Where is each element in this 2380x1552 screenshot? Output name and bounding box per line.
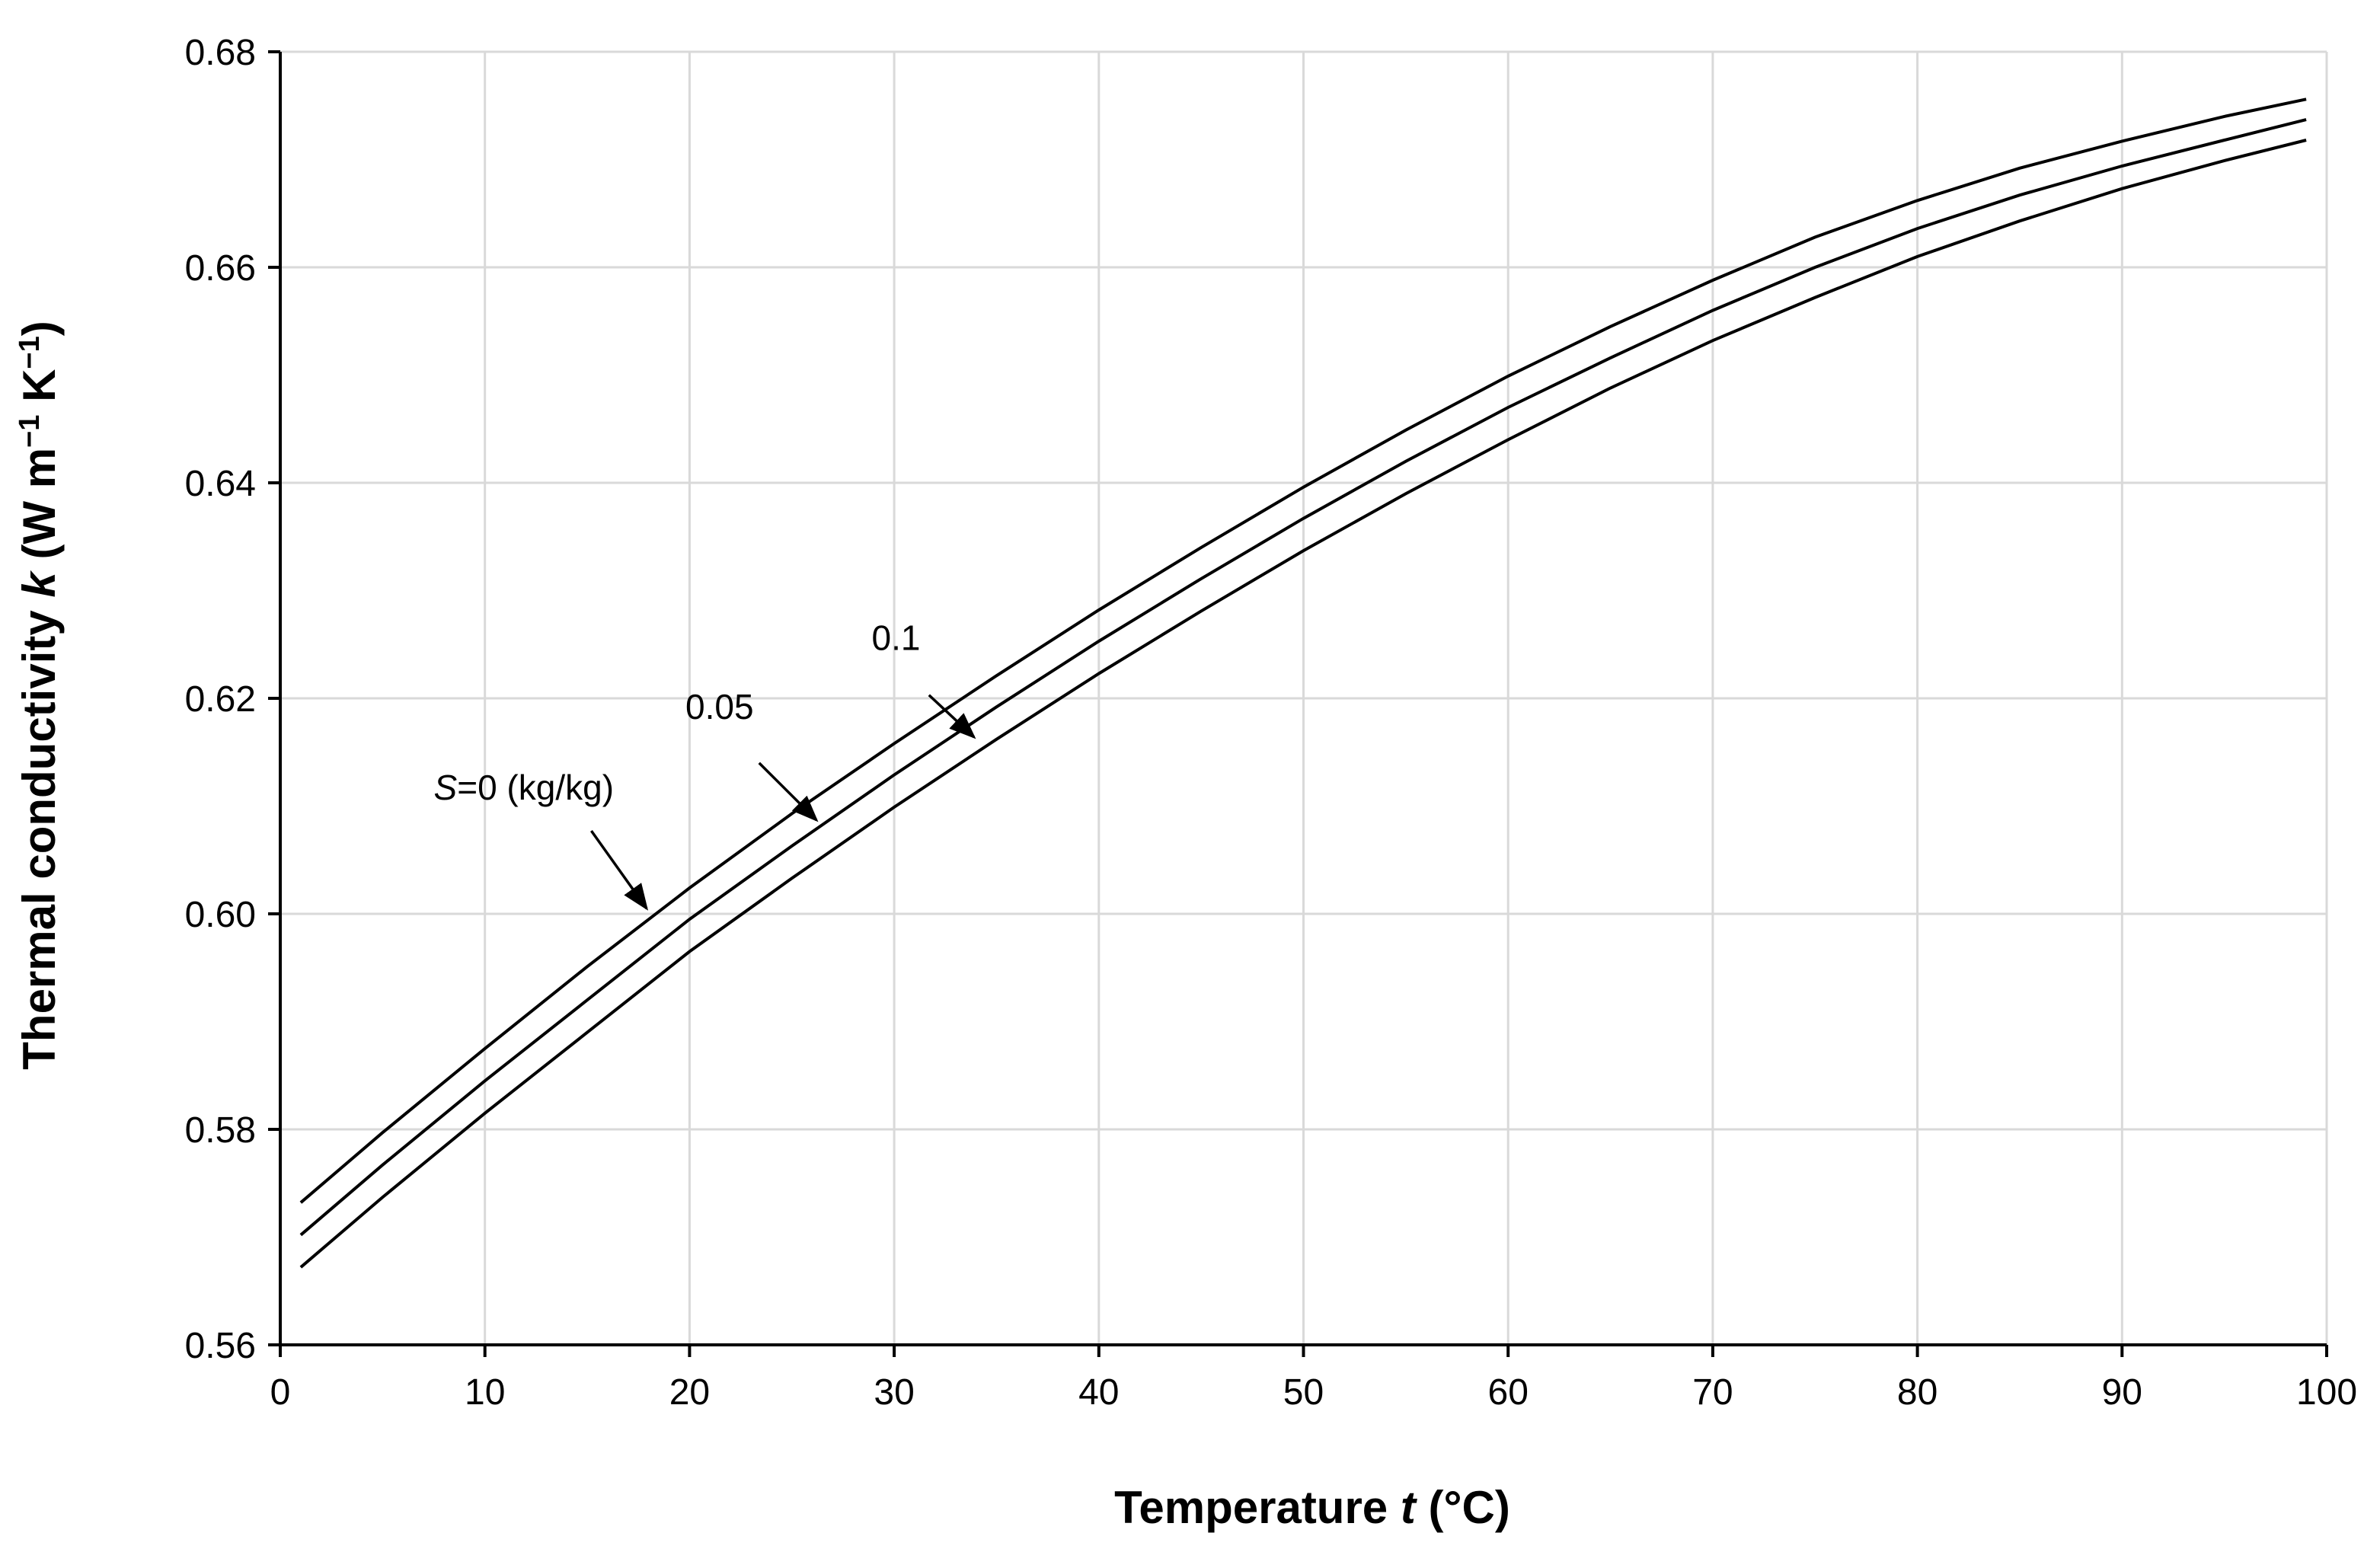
x-tick-label-70: 70 [1692,1372,1733,1413]
y-tick-label-4: 0.64 [185,464,256,504]
x-tick-label-10: 10 [465,1372,505,1413]
x-tick-label-90: 90 [2102,1372,2142,1413]
tick-labels: 0 10 20 30 40 50 60 70 80 90 100 0.56 0.58 0.60 0.62 0.… [185,33,2357,1413]
annotation-arrow-s0 [589,830,649,911]
x-tick-label-20: 20 [669,1372,710,1413]
x-tick-label-80: 80 [1897,1372,1938,1413]
x-tick-label-50: 50 [1283,1372,1324,1413]
y-tick-label-1: 0.58 [185,1110,256,1151]
grid-lines [280,50,2328,1345]
y-tick-label-0: 0.56 [185,1326,256,1366]
x-tick-label-0: 0 [270,1372,291,1413]
y-tick-label-6: 0.68 [185,33,256,73]
annotations: S=0 (kg/kg) 0.05 0.1 [434,618,976,911]
annotation-label-s01: 0.1 [872,618,921,657]
series-line-1 [299,118,2307,1237]
series-line-0 [299,97,2307,1204]
x-tick-label-40: 40 [1078,1372,1119,1413]
annotation-arrow-s005 [758,762,819,822]
y-tick-label-5: 0.66 [185,248,256,289]
x-tick-label-100: 100 [2296,1372,2357,1413]
annotation-label-s0: S=0 (kg/kg) [434,768,615,807]
y-axis-title: Thermal conductivity k (W m−1 K−1) [14,321,65,1069]
series-line-2 [299,139,2307,1269]
y-tick-label-3: 0.62 [185,679,256,720]
y-tick-label-2: 0.60 [185,895,256,935]
x-tick-label-30: 30 [874,1372,914,1413]
annotation-label-s005: 0.05 [685,687,754,727]
x-axis-title: Temperature t (°C) [1114,1482,1510,1533]
annotation-arrow-s01 [928,694,976,739]
series-lines [299,97,2307,1269]
x-tick-label-60: 60 [1488,1372,1529,1413]
axes [268,50,2328,1357]
